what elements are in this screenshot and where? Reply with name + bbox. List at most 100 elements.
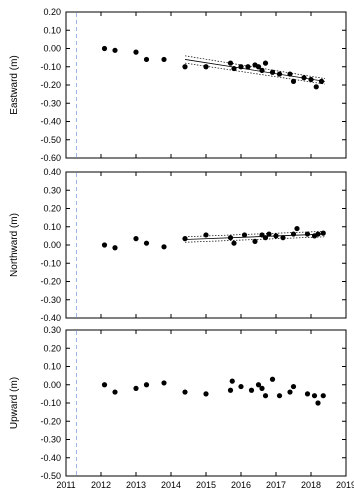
eastward-data-point [301, 75, 307, 81]
eastward-confidence-upper [184, 55, 326, 79]
eastward-data-point [276, 71, 283, 77]
upward-data-point [229, 378, 235, 384]
shared-x-axis: 2011 2012 2013 2014 2015 2016 2017 2018 2019 [56, 480, 354, 490]
northward-data-point [280, 235, 286, 241]
eastward-y-tick-label: -0.30 [40, 98, 61, 108]
eastward-data-point [290, 78, 297, 84]
northward-panel: Northward (m) 0.40 0.30 0.20 0.10 0.00 -0.10 -… [9, 167, 347, 323]
upward-data-point [203, 391, 209, 397]
upward-data-point [182, 389, 188, 395]
northward-data-point [182, 236, 188, 242]
eastward-y-tick-label: 0.20 [43, 7, 61, 17]
northward-y-tick-label: -0.30 [40, 295, 61, 305]
eastward-data-point [101, 45, 108, 52]
northward-plot-frame [65, 171, 347, 319]
northward-data-point [252, 238, 258, 244]
upward-data-point [112, 389, 118, 395]
eastward-data-point [231, 65, 237, 72]
northward-data-point [227, 235, 234, 241]
upward-data-point [227, 387, 234, 393]
northward-data-point [266, 231, 272, 237]
eastward-data-point [203, 64, 209, 70]
northward-data-point [203, 232, 209, 238]
northward-data-point [259, 232, 265, 238]
northward-data-point [161, 244, 167, 250]
upward-y-tick-label: 0.30 [43, 325, 61, 335]
upward-data-point [143, 382, 150, 388]
upward-data-point [238, 383, 244, 390]
upward-data-point [259, 385, 265, 391]
x-tick-label: 2019 [336, 480, 354, 490]
northward-data-point [112, 245, 118, 251]
upward-data-point [287, 389, 293, 395]
eastward-y-axis-title: Eastward (m) [9, 55, 20, 114]
upward-data-point [101, 382, 108, 388]
northward-fit-line [184, 233, 326, 240]
eastward-panel: Eastward (m) 0.20 0.10 0.00 -0.10 -0.20 -0.30… [9, 7, 347, 163]
northward-data-point [294, 225, 300, 232]
upward-data-point [290, 383, 297, 390]
eastward-y-tick-label: -0.40 [40, 117, 61, 127]
upward-y-axis-title: Upward (m) [9, 377, 20, 429]
upward-y-tick-label: -0.30 [40, 435, 61, 445]
eastward-confidence-lower [184, 62, 326, 85]
x-tick-label: 2013 [126, 480, 146, 490]
northward-data-point [262, 235, 269, 241]
northward-data-point [315, 231, 321, 237]
northward-y-tick-label: 0.20 [43, 204, 61, 214]
northward-y-tick-label: 0.40 [43, 167, 61, 177]
upward-y-tick-label: -0.40 [40, 453, 61, 463]
northward-y-tick-label: 0.00 [43, 240, 61, 250]
eastward-y-tick-label: -0.10 [40, 62, 61, 72]
eastward-data-point [112, 47, 118, 53]
upward-data-point [161, 380, 167, 386]
x-tick-label: 2017 [266, 480, 286, 490]
upward-data-point [311, 393, 318, 399]
northward-y-tick-label: 0.30 [43, 185, 61, 195]
eastward-y-tick-label: 0.10 [43, 25, 61, 35]
eastward-data-point [269, 69, 276, 75]
upward-y-tick-label: -0.50 [40, 471, 61, 481]
upward-data-point [248, 387, 255, 393]
upward-y-tick-label: -0.20 [40, 416, 61, 426]
upward-y-tick-label: 0.00 [43, 380, 61, 390]
northward-confidence-upper [184, 230, 326, 238]
upward-data-point [315, 400, 321, 406]
northward-data-point [143, 240, 150, 246]
x-tick-label: 2012 [91, 480, 111, 490]
northward-y-tick-label: -0.40 [40, 313, 61, 323]
eastward-data-point [255, 64, 262, 70]
x-tick-label: 2016 [231, 480, 251, 490]
eastward-data-point [133, 49, 139, 55]
eastward-data-point [287, 71, 293, 77]
eastward-data-point [259, 67, 265, 73]
eastward-data-point [308, 76, 314, 83]
eastward-data-point [143, 56, 150, 63]
eastward-data-point [227, 60, 234, 66]
eastward-data-point [182, 64, 188, 70]
northward-data-point [231, 240, 237, 246]
upward-data-point [262, 393, 269, 399]
northward-data-point [133, 236, 139, 242]
northward-y-tick-label: -0.20 [40, 277, 61, 287]
eastward-data-point [313, 84, 319, 90]
northward-data-point [273, 233, 279, 239]
upward-y-tick-label: 0.10 [43, 362, 61, 372]
x-tick-label: 2014 [161, 480, 181, 490]
upward-data-point [320, 393, 326, 399]
upward-data-point [133, 385, 139, 391]
northward-data-point [101, 242, 108, 248]
x-tick-label: 2011 [56, 480, 75, 490]
upward-data-point [304, 391, 311, 397]
eastward-y-tick-label: -0.20 [40, 80, 61, 90]
northward-data-point [241, 232, 248, 238]
eastward-data-point [238, 64, 244, 70]
eastward-plot-frame [65, 11, 347, 159]
northward-data-point [320, 230, 326, 236]
eastward-data-point [245, 64, 251, 70]
upward-data-point [276, 393, 283, 399]
northward-data-point [290, 231, 297, 237]
upward-data-point [255, 382, 262, 388]
upward-panel: Upward (m) 0.30 0.20 0.10 0.00 -0.10 -0.20 -0.… [9, 325, 347, 481]
